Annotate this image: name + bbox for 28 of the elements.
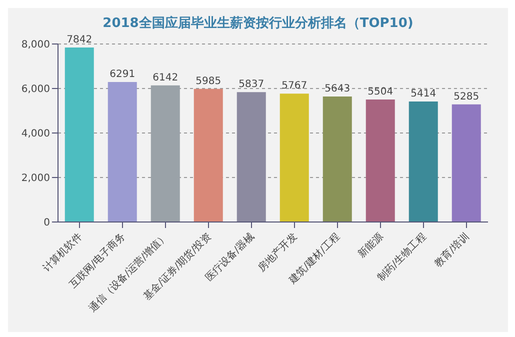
chart-title: 2018全国应届毕业生薪资按行业分析排名（TOP10) (102, 14, 414, 32)
data-label: 5504 (368, 86, 394, 98)
bar (236, 92, 266, 222)
bar (108, 82, 137, 222)
y-tick-label: 4,000 (21, 128, 50, 140)
data-label: 5837 (238, 79, 264, 90)
bar (452, 104, 481, 222)
y-tick-label: 2,000 (21, 173, 50, 184)
data-label: 5414 (410, 88, 436, 100)
y-tick-label: 6,000 (21, 84, 50, 96)
bar (366, 100, 395, 222)
bar (280, 94, 309, 222)
data-label: 7842 (66, 34, 92, 46)
data-label: 5767 (282, 80, 308, 92)
data-label: 5985 (196, 76, 222, 87)
data-label: 5643 (324, 83, 350, 94)
data-label: 5285 (454, 91, 480, 102)
bar (194, 88, 223, 222)
x-tick-label: 教育/培训 (432, 230, 472, 270)
data-label: 6142 (152, 72, 178, 84)
bar (150, 85, 180, 222)
x-tick-label: 新能源 (356, 230, 386, 260)
y-tick-label: 0 (44, 218, 50, 229)
data-label: 6291 (110, 69, 136, 80)
y-tick-label: 8,000 (21, 40, 50, 51)
bar (64, 48, 94, 222)
bar (322, 96, 352, 222)
bar (408, 102, 438, 222)
